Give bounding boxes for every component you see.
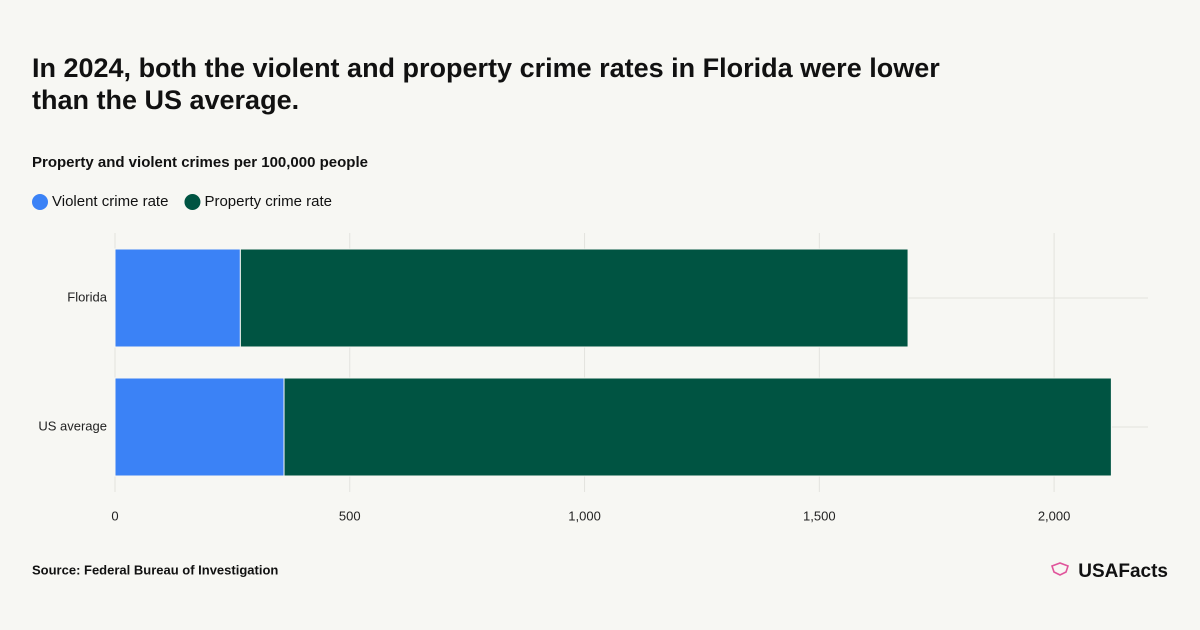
y-tick-label: US average: [38, 418, 107, 433]
legend-swatch: [32, 194, 48, 210]
bar-segment: [239, 248, 909, 348]
legend-label: Property crime rate: [204, 193, 332, 210]
legend-label: Violent crime rate: [52, 193, 168, 210]
source: Source: Federal Bureau of Investigation: [32, 562, 278, 577]
x-tick-label: 1,000: [568, 508, 601, 523]
logo: USAFacts: [1078, 561, 1168, 582]
x-tick-label: 2,000: [1038, 508, 1071, 523]
logo-icon: [1050, 562, 1070, 576]
bar-segment: [283, 377, 1112, 477]
bar-segment: [114, 248, 241, 348]
x-tick-label: 500: [339, 508, 361, 523]
chart-title: In 2024, both the violent and property c…: [32, 53, 940, 115]
x-tick-label: 1,500: [803, 508, 836, 523]
bar-segment: [114, 377, 285, 477]
legend-swatch: [184, 194, 201, 210]
y-tick-label: Florida: [67, 289, 108, 304]
x-tick-label: 0: [111, 508, 118, 523]
chart-subtitle: Property and violent crimes per 100,000 …: [32, 154, 368, 171]
